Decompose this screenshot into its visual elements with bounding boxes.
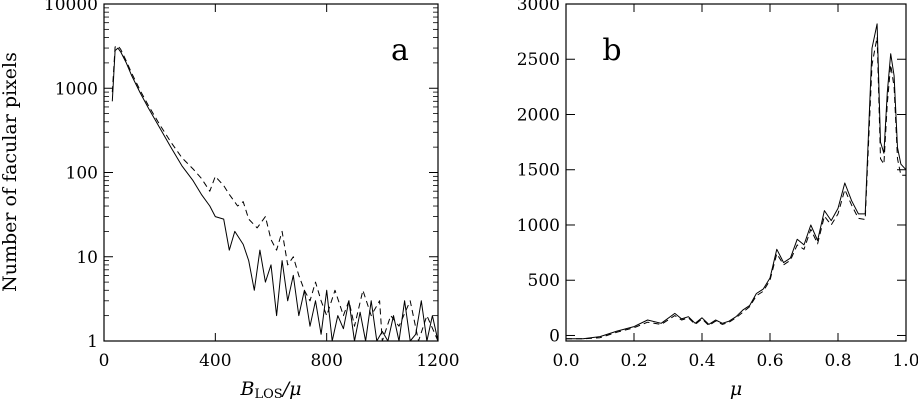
panel-a: 0 400 800 1200 1 10 100 1000 10000 a Number of f… [0,0,460,402]
panel-a-x-tick-label: 400 [199,351,231,371]
panel-b-series-solid [566,23,907,340]
panel-a-y-tick-label: 10 [76,248,98,268]
panel-b-x-tick-label: 1.0 [892,351,918,371]
panel-b-y-tick-label: 0 [549,326,560,346]
panel-a-x-tick-label: 800 [310,351,342,371]
panel-a-x-axis-title-subscript: LOS [255,387,283,402]
panel-b-y-tick-label: 1500 [517,161,560,181]
panel-b-y-tick-label: 1000 [517,216,560,236]
panel-b-letter: b [602,33,621,68]
panel-a-x-tick-label: 0 [99,351,110,371]
panel-b-y-tick-label: 500 [528,271,560,291]
panel-b-x-tick-label: 0.6 [756,351,783,371]
panel-a-x-axis-title-suffix: /μ [281,378,302,400]
panel-b: 0.0 0.2 0.4 0.6 0.8 1.0 0 500 1000 1500 2000 2500 30… [517,0,918,400]
panel-a-x-tick-label: 1200 [416,351,459,371]
panel-a-letter: a [391,33,409,68]
panel-a-y-tick-label: 1000 [55,79,98,99]
panel-a-y-axis-title: Number of facular pixels [0,52,21,292]
panel-a-y-tick-label: 1 [87,332,98,352]
panel-b-x-axis-title: μ [730,378,742,400]
panel-b-frame [565,3,907,342]
panel-a-series-dashed [111,45,439,342]
panel-a-x-axis-title-main: B [240,378,255,400]
panel-b-x-tick-label: 0.4 [688,351,715,371]
panel-a-series-group [111,45,439,342]
panel-a-y-tick-label: 10000 [44,0,98,15]
panel-b-series-dashed [566,36,906,340]
panel-b-x-tick-label: 0.2 [620,351,647,371]
panel-b-x-tick-label: 0.8 [824,351,851,371]
panel-b-y-tick-label: 2500 [517,50,560,70]
panel-a-y-tick-label: 100 [66,164,98,184]
panel-b-series-group [566,23,907,340]
panel-a-ticks: 0 400 800 1200 1 10 100 1000 10000 [44,0,460,371]
panel-b-y-tick-label: 2000 [517,105,560,125]
panel-b-y-tick-label: 3000 [517,0,560,15]
panel-b-ticks: 0.0 0.2 0.4 0.6 0.8 1.0 0 500 1000 1500 2000 2500 30… [517,0,918,371]
panel-b-x-tick-label: 0.0 [552,351,579,371]
panel-a-x-axis-title: BLOS/μ [240,378,302,402]
panel-a-frame [103,3,439,342]
panel-a-series-solid [111,47,439,342]
